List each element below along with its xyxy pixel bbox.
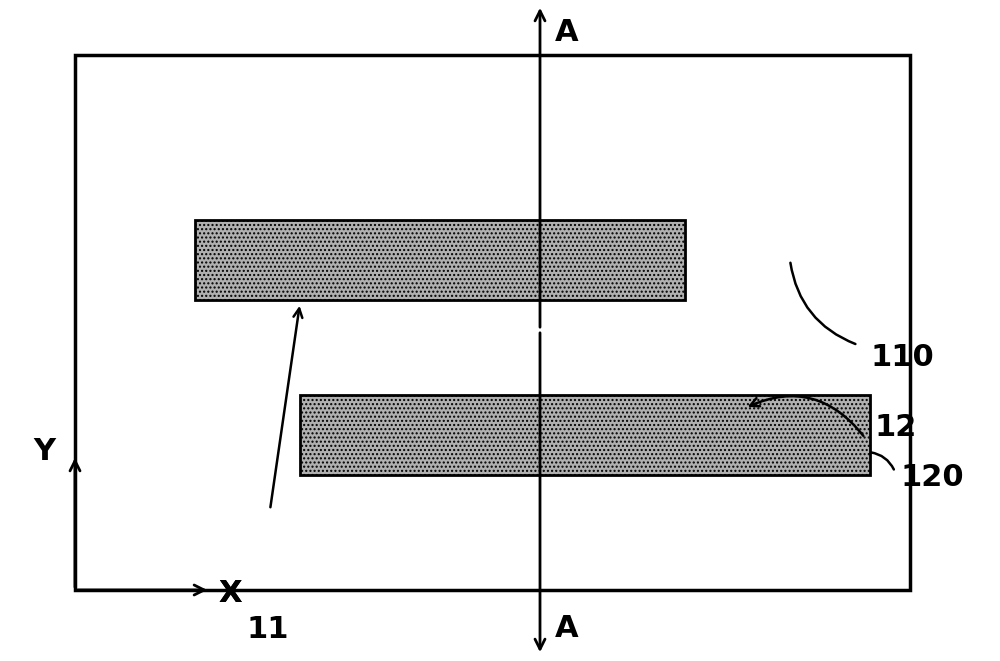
Text: X: X [218, 580, 242, 609]
Text: 110: 110 [870, 344, 934, 373]
Text: 11: 11 [247, 615, 289, 644]
Text: A: A [555, 614, 579, 643]
Text: 120: 120 [900, 463, 964, 492]
Text: X: X [218, 580, 242, 609]
Bar [75, 55, 910, 590]
Text: Y: Y [33, 438, 55, 467]
Text: A: A [555, 18, 579, 47]
Bar [195, 220, 685, 300]
Text: 12: 12 [875, 414, 917, 442]
Bar [300, 395, 870, 475]
